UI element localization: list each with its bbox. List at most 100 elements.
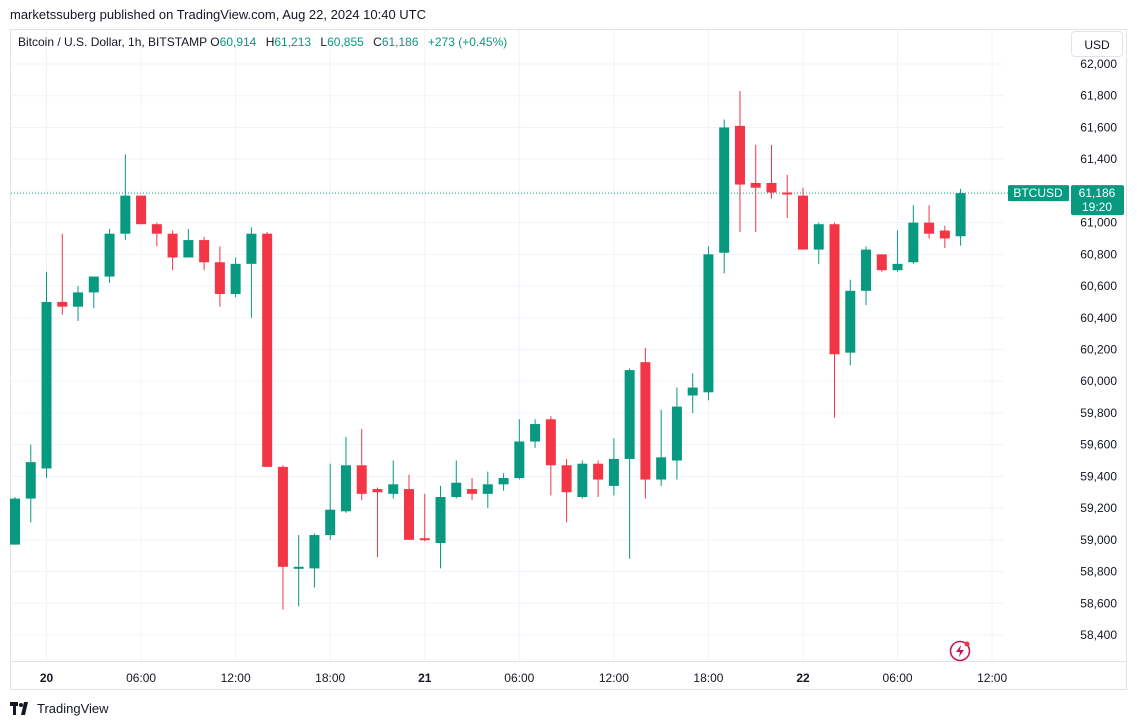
lightning-bolt <box>956 645 964 657</box>
tradingview-footer[interactable]: TradingView <box>10 701 109 716</box>
candle-body <box>861 249 872 291</box>
candle-body <box>482 484 493 494</box>
legend-open-value: 60,914 <box>219 35 257 49</box>
candle-body <box>829 224 840 355</box>
y-tick-label: 58,800 <box>1080 565 1117 579</box>
y-tick-label: 61,400 <box>1080 152 1117 166</box>
candle-body <box>845 290 856 353</box>
legend-close-label: C <box>373 35 382 49</box>
candle-body <box>404 489 414 540</box>
candle-body <box>25 462 36 499</box>
legend-low-value: 60,855 <box>327 35 364 49</box>
candle-body <box>624 370 635 459</box>
x-tick-label: 06:00 <box>126 671 156 685</box>
candle-body <box>798 195 808 250</box>
candle-body <box>10 498 20 545</box>
x-tick-label: 18:00 <box>315 671 345 685</box>
x-tick-label: 20 <box>40 671 54 685</box>
candle-body <box>467 489 478 494</box>
candle-body <box>136 195 147 225</box>
lightning-icon <box>949 640 971 662</box>
currency-button[interactable]: USD <box>1071 31 1123 57</box>
candle-body <box>561 465 572 493</box>
candle-body <box>309 535 320 569</box>
y-tick-label: 60,000 <box>1080 374 1117 388</box>
candle-body <box>640 362 651 480</box>
candle-body <box>719 127 730 253</box>
x-tick-label: 18:00 <box>693 671 723 685</box>
y-tick-label: 61,600 <box>1080 120 1117 134</box>
x-tick-label: 12:00 <box>221 671 251 685</box>
candle-body <box>734 125 745 185</box>
candle-body <box>388 484 399 494</box>
x-tick-label: 06:00 <box>504 671 534 685</box>
candle-body <box>57 301 68 307</box>
x-tick-label: 12:00 <box>599 671 629 685</box>
candle-body <box>340 465 351 512</box>
legend-close-value: 61,186 <box>381 35 419 49</box>
x-tick-label: 21 <box>418 671 432 685</box>
candle-body <box>167 233 178 258</box>
candle-body <box>671 406 682 461</box>
legend-high-value: 61,213 <box>274 35 312 49</box>
candle-body <box>498 477 509 485</box>
legend-symbol: Bitcoin / U.S. Dollar, 1h, BITSTAMP <box>18 35 207 49</box>
y-tick-label: 59,800 <box>1080 406 1117 420</box>
publisher-line: marketssuberg published on TradingView.c… <box>10 7 427 22</box>
candle-body <box>451 482 462 498</box>
y-tick-label: 62,000 <box>1080 57 1117 71</box>
price-tag <box>1071 185 1124 216</box>
tradingview-logo-icon <box>10 702 28 715</box>
candle-body <box>892 263 903 271</box>
candle-body <box>73 292 84 307</box>
candle-body <box>293 566 304 569</box>
candle-body <box>514 441 525 478</box>
candle-body <box>656 457 667 480</box>
x-tick-label: 06:00 <box>883 671 913 685</box>
candle-body <box>924 222 935 234</box>
y-tick-label: 60,600 <box>1080 279 1117 293</box>
candle-body <box>530 424 541 442</box>
candle-body <box>214 262 225 294</box>
y-tick-label: 59,200 <box>1080 501 1117 515</box>
candle-body <box>88 276 99 293</box>
candle-body <box>608 458 619 486</box>
legend-change: +273 (+0.45%) <box>427 35 508 49</box>
candle-body <box>939 230 950 239</box>
y-tick-label: 58,400 <box>1080 628 1117 642</box>
notification-dot <box>964 641 970 647</box>
ticker-tag <box>1008 185 1069 202</box>
candle-body <box>435 497 446 544</box>
y-tick-label: 60,800 <box>1080 247 1117 261</box>
candle-body <box>277 466 288 567</box>
y-tick-label: 59,600 <box>1080 438 1117 452</box>
price-tag-value: 61,186 <box>1079 186 1116 200</box>
ohlc-legend: Bitcoin / U.S. Dollar, 1h, BITSTAMP O60,… <box>18 35 507 49</box>
candle-body <box>908 222 919 263</box>
candle-body <box>813 224 824 250</box>
candle-body <box>750 182 761 188</box>
candle-body <box>151 224 162 234</box>
candle-body <box>356 465 367 494</box>
candle-body <box>183 240 194 258</box>
candle-body <box>262 233 273 467</box>
legend-low-label: L <box>320 35 328 49</box>
candle-body <box>419 538 430 541</box>
candle-body <box>104 233 115 277</box>
candle-body <box>955 193 966 237</box>
y-tick-label: 59,000 <box>1080 533 1117 547</box>
candle-body <box>545 419 556 466</box>
candle-body <box>782 192 793 195</box>
candle-body <box>372 489 383 493</box>
candle-body <box>593 463 604 480</box>
y-tick-label: 58,600 <box>1080 596 1117 610</box>
candle-body <box>325 509 336 536</box>
candle-body <box>703 254 714 393</box>
candle-body <box>577 463 588 498</box>
x-tick-label: 22 <box>796 671 810 685</box>
y-tick-label: 59,400 <box>1080 469 1117 483</box>
legend-high-label: H <box>265 35 275 49</box>
candle-body <box>766 182 777 193</box>
candle-body <box>876 254 887 271</box>
